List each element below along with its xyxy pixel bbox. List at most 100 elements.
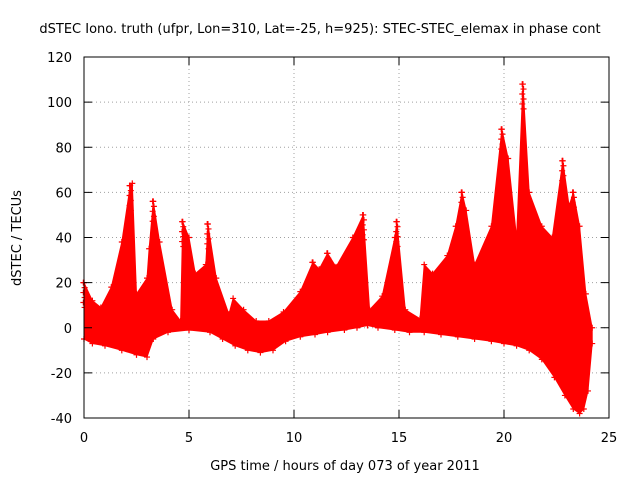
peak-marker [570, 204, 577, 211]
peak-marker [499, 151, 506, 158]
peak-marker [459, 194, 466, 201]
data-point [312, 331, 318, 338]
data-point [421, 261, 428, 268]
data-point [576, 410, 583, 417]
data-point [202, 261, 209, 268]
data-point [570, 405, 577, 412]
peak-marker [126, 182, 133, 189]
data-point [230, 295, 237, 302]
peak-marker [127, 187, 134, 194]
peak-marker [570, 194, 577, 201]
peak-marker [559, 157, 566, 164]
peak-marker [323, 270, 330, 277]
data-point [513, 342, 520, 349]
x-tick-label: 10 [286, 431, 303, 446]
data-point [576, 223, 583, 230]
data-point [253, 317, 260, 324]
peak-marker [81, 294, 88, 301]
data-point [244, 347, 251, 354]
peak-marker [310, 274, 317, 281]
peak-marker [309, 259, 316, 266]
data-point [97, 304, 104, 311]
x-axis-label: GPS time / hours of day 073 of year 2011 [210, 459, 480, 474]
peak-marker [359, 211, 366, 218]
data-point [566, 202, 573, 209]
peak-marker [325, 255, 332, 262]
peak-marker [179, 238, 186, 245]
peak-marker [498, 146, 505, 153]
data-point [589, 324, 596, 331]
peak-marker [393, 238, 400, 245]
data-point [240, 306, 247, 313]
data-point [133, 351, 140, 358]
data-point [144, 275, 150, 282]
data-point [341, 327, 348, 334]
peak-marker [520, 95, 527, 102]
peak-marker [309, 279, 316, 286]
data-point [207, 329, 213, 336]
peak-marker [569, 209, 576, 216]
peak-marker [127, 197, 134, 204]
peak-marker [205, 225, 212, 232]
peak-marker [310, 284, 317, 291]
peak-marker [519, 81, 526, 88]
y-tick-label: 100 [47, 96, 72, 111]
peak-marker [149, 218, 156, 225]
peak-marker [459, 204, 466, 211]
y-tick-label: 40 [55, 232, 72, 247]
data-point [333, 263, 339, 270]
data-point [391, 234, 398, 241]
data-point [406, 329, 413, 336]
data-point [186, 234, 192, 241]
peak-marker [394, 243, 401, 250]
data-point [582, 290, 589, 297]
data-point [354, 324, 360, 331]
data-point [364, 322, 371, 329]
data-point [580, 405, 587, 412]
y-tick-label: 20 [55, 277, 72, 292]
peak-marker [323, 250, 330, 257]
peak-marker [560, 172, 567, 179]
y-tick-label: 60 [55, 186, 72, 201]
peak-marker [570, 214, 577, 221]
x-tick-label: 15 [391, 431, 408, 446]
peak-marker [150, 223, 157, 230]
data-point [454, 333, 461, 340]
peak-marker [458, 209, 465, 216]
data-series [80, 81, 596, 417]
data-point [526, 347, 533, 354]
data-point [429, 270, 436, 277]
data-point [444, 252, 451, 259]
peak-marker [459, 214, 466, 221]
peak-marker [205, 235, 212, 242]
data-point [219, 336, 226, 343]
data-point [421, 329, 428, 336]
data-point [144, 354, 150, 361]
peak-marker [309, 269, 316, 276]
peak-marker [180, 223, 187, 230]
peak-marker [559, 177, 566, 184]
data-point [102, 342, 108, 349]
data-point [501, 340, 507, 347]
peak-marker [393, 218, 400, 225]
data-point [89, 340, 96, 347]
peak-marker [520, 105, 527, 112]
data-point [169, 306, 176, 313]
data-point [585, 387, 591, 394]
peak-marker [519, 91, 526, 98]
data-point [513, 234, 520, 241]
peak-marker [179, 228, 186, 235]
peak-marker [204, 240, 211, 247]
peak-marker [359, 231, 366, 238]
x-tick-label: 25 [601, 431, 618, 446]
data-point [282, 338, 289, 345]
data-point [375, 324, 381, 331]
data-point [379, 293, 386, 300]
data-point [232, 342, 239, 349]
data-point [471, 261, 478, 268]
data-point [463, 207, 470, 214]
peak-marker [149, 198, 156, 205]
data-point [257, 349, 264, 356]
data-envelope [83, 84, 593, 415]
